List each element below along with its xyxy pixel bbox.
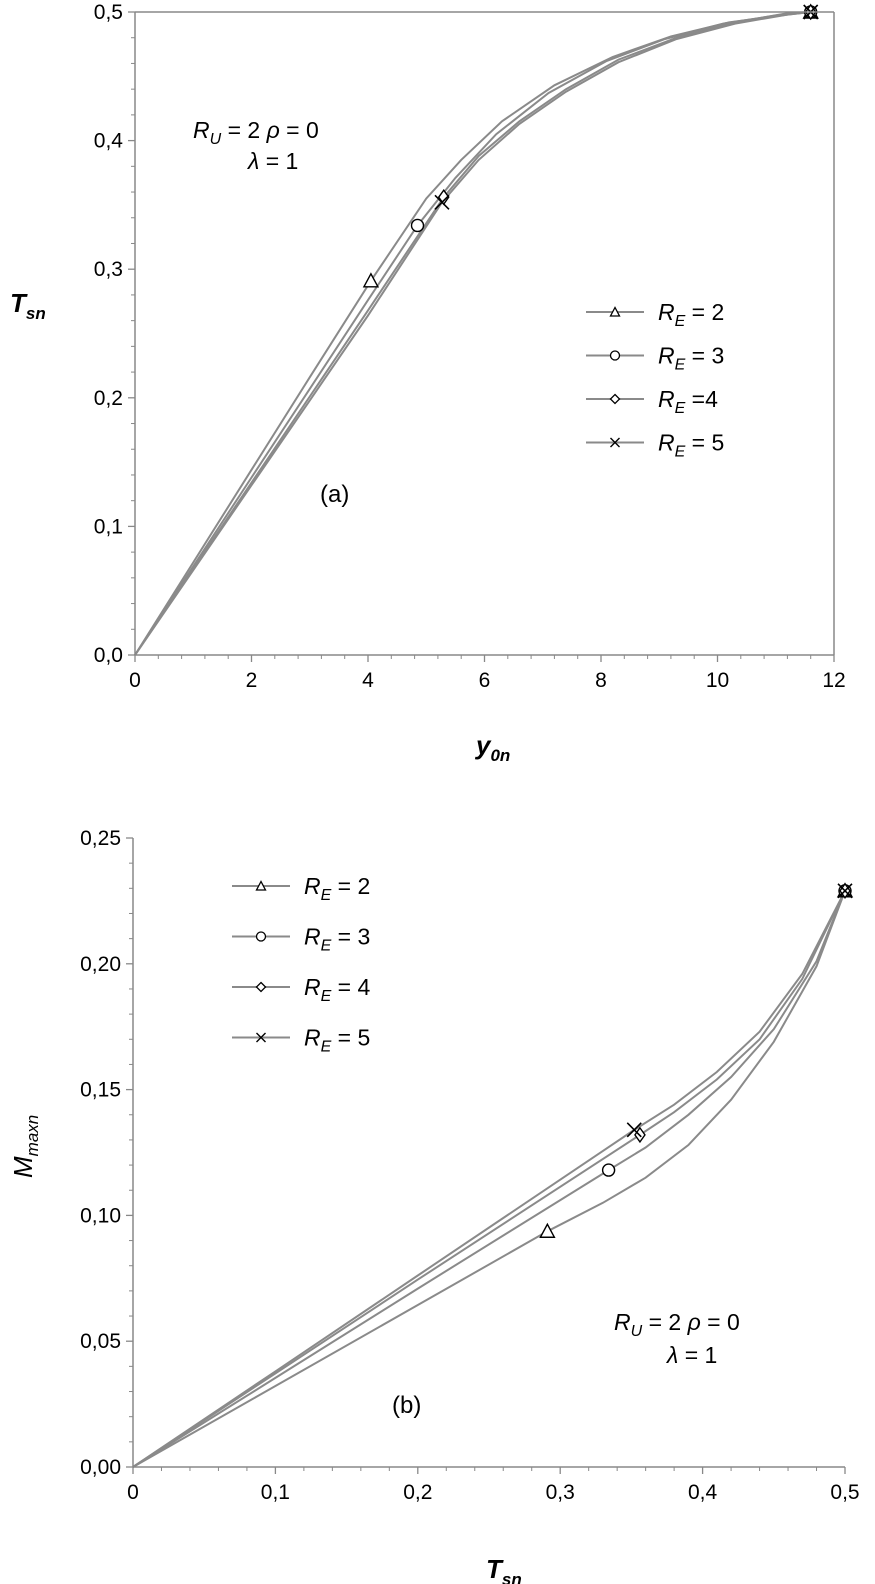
legend-label: RE = 3 xyxy=(658,343,724,374)
x-tick-label: 0,2 xyxy=(403,1481,432,1504)
x-tick-label: 4 xyxy=(362,669,374,692)
legend: RE = 2 RE = 3 RE = 4 RE = 5 xyxy=(232,873,371,1056)
y-tick-label: 0,1 xyxy=(94,515,123,538)
y-tick-label: 0,00 xyxy=(80,1456,121,1479)
x-tick-label: 0,1 xyxy=(261,1481,290,1504)
panel-label: (a) xyxy=(320,481,349,508)
axes: 0,0 0,1 0,2 0,3 0,4 0,5 0 2 4 6 8 10 12 xyxy=(94,1,846,692)
x-tick-label: 12 xyxy=(822,669,845,692)
x-tick-label: 0,4 xyxy=(688,1481,718,1504)
annotation-line-2: λ = 1 xyxy=(246,148,298,174)
legend-label: RE = 5 xyxy=(304,1025,370,1056)
x-tick-label: 0,5 xyxy=(830,1481,859,1504)
annotation-line-1: RU = 2 ρ = 0 xyxy=(614,1309,740,1340)
series-line-1 xyxy=(132,890,846,1468)
legend-label: RE =4 xyxy=(658,386,718,417)
y-tick-label: 0,0 xyxy=(94,644,123,667)
series-line-3 xyxy=(134,11,811,656)
y-axis-title: Tsn xyxy=(10,288,46,323)
x-tick-label: 8 xyxy=(595,669,607,692)
x-tick-label: 6 xyxy=(479,669,491,692)
y-axis-title: Mmaxn xyxy=(8,1115,42,1178)
series-line-2 xyxy=(132,890,846,1468)
data-point-s2-1 xyxy=(410,218,425,233)
y-tick-label: 0,3 xyxy=(94,258,123,281)
series-line-3 xyxy=(132,890,846,1468)
legend-marker xyxy=(609,393,621,405)
chart-panel-b: 0,00 0,05 0,10 0,15 0,20 0,25 0 0,1 0,2 0,3 0,4 0,5… xyxy=(8,827,860,1584)
legend-marker xyxy=(609,350,621,361)
legend-marker xyxy=(609,306,621,317)
legend-label: RE = 5 xyxy=(658,430,724,461)
axes: 0,00 0,05 0,10 0,15 0,20 0,25 0 0,1 0,2 0,3 0,4 0,5 xyxy=(80,827,859,1504)
x-axis-title: Tsn xyxy=(486,1554,522,1584)
legend-marker xyxy=(255,880,267,891)
series-line-2 xyxy=(134,11,811,656)
legend-label: RE = 4 xyxy=(304,974,371,1005)
y-tick-label: 0,20 xyxy=(80,953,121,976)
annotation-line-2: λ = 1 xyxy=(665,1342,717,1368)
y-tick-label: 0,10 xyxy=(80,1204,121,1227)
y-tick-label: 0,4 xyxy=(94,130,124,153)
legend-label: RE = 2 xyxy=(658,299,724,330)
legend-marker xyxy=(610,437,620,448)
y-tick-label: 0,15 xyxy=(80,1079,121,1102)
data-point-s1-1 xyxy=(539,1222,556,1238)
data-point-s2-1 xyxy=(601,1163,616,1177)
series-line-4 xyxy=(134,11,811,656)
x-tick-label: 0 xyxy=(129,669,141,692)
data-point-s4-2 xyxy=(837,883,853,899)
legend-label: RE = 3 xyxy=(304,924,370,955)
panel-label: (b) xyxy=(392,1392,421,1419)
y-tick-label: 0,5 xyxy=(94,1,123,24)
legend: RE = 2 RE = 3 RE =4 RE = 5 xyxy=(586,299,724,461)
x-tick-label: 0 xyxy=(127,1481,139,1504)
y-tick-label: 0,05 xyxy=(80,1330,121,1353)
y-tick-label: 0,25 xyxy=(80,827,121,850)
series-line-1 xyxy=(134,11,811,656)
series-line-4 xyxy=(132,890,846,1468)
x-tick-label: 10 xyxy=(706,669,729,692)
x-axis-title: y0n xyxy=(474,730,510,765)
annotation-line-1: RU = 2 ρ = 0 xyxy=(193,117,319,148)
data-point-s1-1 xyxy=(362,272,380,288)
legend-marker xyxy=(255,981,267,993)
series-group xyxy=(134,3,819,656)
x-tick-label: 2 xyxy=(246,669,258,692)
chart-panel-a: 0,0 0,1 0,2 0,3 0,4 0,5 0 2 4 6 8 10 12 Tsn y0n RU =… xyxy=(10,1,846,765)
x-tick-label: 0,3 xyxy=(546,1481,575,1504)
series-group xyxy=(132,882,854,1468)
legend-label: RE = 2 xyxy=(304,873,370,904)
data-point-s4-1 xyxy=(626,1122,642,1138)
y-tick-label: 0,2 xyxy=(94,387,123,410)
legend-marker xyxy=(255,931,267,942)
data-point-s4-1 xyxy=(434,194,450,210)
legend-marker xyxy=(256,1032,266,1043)
